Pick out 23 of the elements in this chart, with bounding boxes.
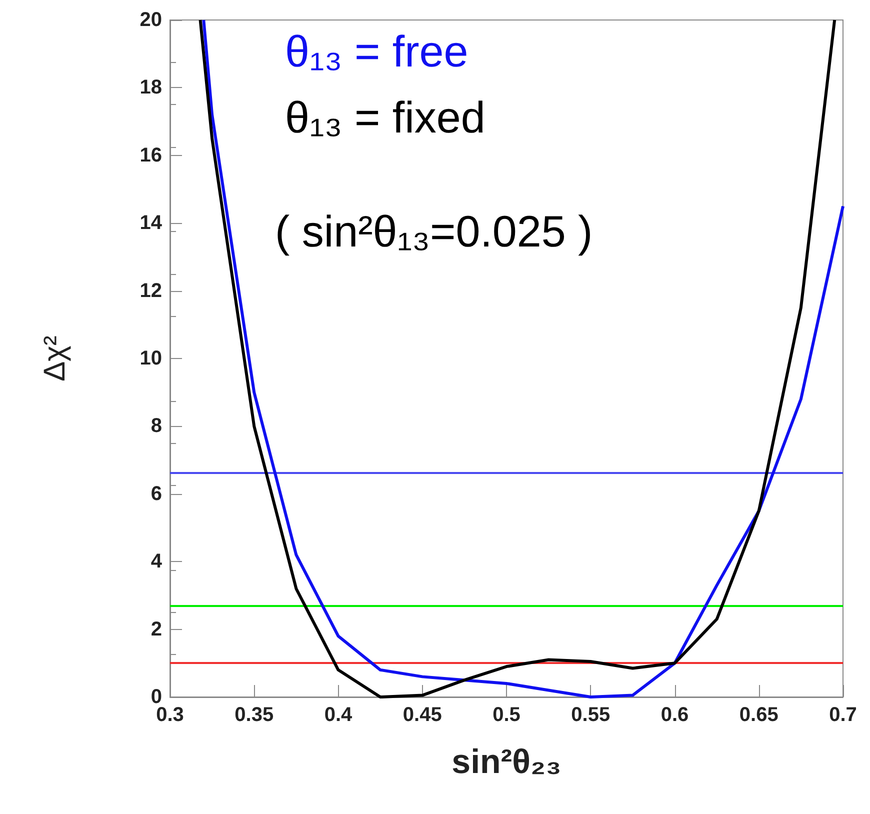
x-tick-label: 0.6 xyxy=(660,704,689,726)
y-tick-label: 16 xyxy=(140,144,162,166)
annotation: ( sin²θ₁₃=0.025 ) xyxy=(275,208,593,256)
y-tick-label: 20 xyxy=(140,9,162,31)
x-tick-label: 0.5 xyxy=(492,704,520,726)
y-tick-label: 4 xyxy=(150,550,163,573)
y-tick-label: 10 xyxy=(140,348,162,370)
x-tick-label: 0.4 xyxy=(324,704,354,726)
x-tick-label: 0.65 xyxy=(739,704,778,726)
series-label: θ₁₃ = free xyxy=(285,28,468,76)
y-tick-label: 6 xyxy=(150,482,162,505)
x-tick-label: 0.35 xyxy=(234,704,274,726)
series-label: θ₁₃ = fixed xyxy=(285,94,486,142)
y-axis-title: Δχ² xyxy=(38,336,72,382)
x-tick-label: 0.55 xyxy=(571,704,610,726)
y-tick-label: 18 xyxy=(140,76,162,99)
y-tick-label: 14 xyxy=(140,212,163,234)
y-tick-label: 2 xyxy=(150,618,162,640)
x-axis-title: sin²θ₂₃ xyxy=(452,743,562,781)
y-tick-label: 8 xyxy=(150,415,162,438)
y-tick-label: 12 xyxy=(140,280,162,302)
x-tick-label: 0.7 xyxy=(829,704,857,726)
x-tick-label: 0.45 xyxy=(402,704,442,726)
